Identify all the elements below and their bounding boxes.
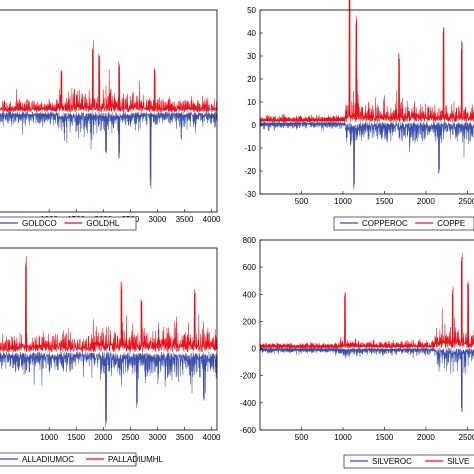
x-tick-label: 500 <box>295 197 309 206</box>
legend-label-0: ALLADIUMOC <box>22 455 74 464</box>
legend-label-1: SILVE <box>447 457 469 466</box>
y-tick-label: -30 <box>244 190 256 199</box>
y-tick-label: 800 <box>243 236 257 245</box>
y-tick-label: -200 <box>240 372 257 381</box>
series-line-copperoc <box>259 121 474 190</box>
plot-frame <box>0 9 218 213</box>
series-line-palladiumoc <box>0 351 218 427</box>
x-tick-label: 3500 <box>176 433 194 442</box>
plot-frame <box>259 9 474 195</box>
x-tick-label: 1500 <box>376 197 394 206</box>
y-tick-label: 20 <box>247 75 256 84</box>
series-line-silveroc <box>259 347 474 413</box>
silver-panel: 50010001500200025008006004002000-200-400… <box>240 236 474 469</box>
x-tick-label: 4000 <box>203 433 221 442</box>
y-tick-label: 30 <box>247 52 256 61</box>
x-tick-label: 1000 <box>40 433 58 442</box>
legend: ALLADIUMOC PALLADIUMHL <box>0 452 164 467</box>
x-tick-label: 2500 <box>459 197 474 206</box>
x-tick-label: 4000 <box>203 215 221 224</box>
series-line-goldhl <box>0 40 218 113</box>
legend-box <box>333 216 474 231</box>
x-tick-label: 1500 <box>67 433 85 442</box>
y-tick-label: -400 <box>240 399 257 408</box>
series-line-goldco <box>0 111 218 189</box>
legend-box <box>343 454 474 469</box>
y-tick-label: 50 <box>247 6 256 15</box>
legend-label-1: COPPE <box>437 219 465 228</box>
x-tick-label: 1000 <box>334 197 352 206</box>
x-tick-label: 2000 <box>417 197 435 206</box>
series-line-palladiumhl <box>0 255 218 353</box>
legend-label-1: PALLADIUMHL <box>108 455 164 464</box>
copper-panel: 500 1000 1500 2000 2500 50 40 30 20 10 0 -10 -20 -30 C… <box>244 0 474 231</box>
x-tick-label: 2000 <box>94 433 112 442</box>
y-tick-label: 0 <box>252 121 257 130</box>
x-tick-label: 500 <box>295 433 309 442</box>
x-tick-label: 1000 <box>334 433 352 442</box>
y-tick-label: 400 <box>243 290 257 299</box>
x-tick-label: 2500 <box>121 433 139 442</box>
legend-label-0: SILVEROC <box>372 457 412 466</box>
y-tick-label: 40 <box>247 29 256 38</box>
legend-box <box>0 452 137 467</box>
legend: GOLDCO GOLDHL <box>0 216 137 231</box>
plot-frame <box>0 247 218 431</box>
x-tick-label: 1500 <box>376 433 394 442</box>
x-tick-label: 3000 <box>149 433 167 442</box>
x-tick-label: 3500 <box>176 215 194 224</box>
y-tick-label: 600 <box>243 263 257 272</box>
y-tick-label: 0 <box>252 345 257 354</box>
legend-label-0: GOLDCO <box>22 219 57 228</box>
y-tick-label: -10 <box>244 144 256 153</box>
series-line-silverhl <box>259 252 474 349</box>
plot-frame <box>259 239 474 431</box>
legend-label-0: COPPEROC <box>362 219 408 228</box>
y-tick-label: -600 <box>240 426 257 435</box>
legend: SILVEROC SILVE <box>343 454 474 469</box>
y-tick-label: -20 <box>244 167 256 176</box>
palladium-panel: 1000 1500 2000 2500 3000 3500 4000 ALLADIUMOC PA… <box>0 247 221 467</box>
y-tick-label: 200 <box>243 317 257 326</box>
x-tick-label: 2000 <box>417 433 435 442</box>
legend-label-1: GOLDHL <box>86 219 119 228</box>
legend: COPPEROC COPPE <box>333 216 474 231</box>
x-tick-label: 3000 <box>149 215 167 224</box>
x-tick-label: 2500 <box>459 433 474 442</box>
series-line-copperhl <box>259 0 474 123</box>
y-tick-label: 10 <box>247 98 256 107</box>
gold-panel: 1000150020002500300035004000GOLDCOGOLDHL <box>0 9 221 231</box>
